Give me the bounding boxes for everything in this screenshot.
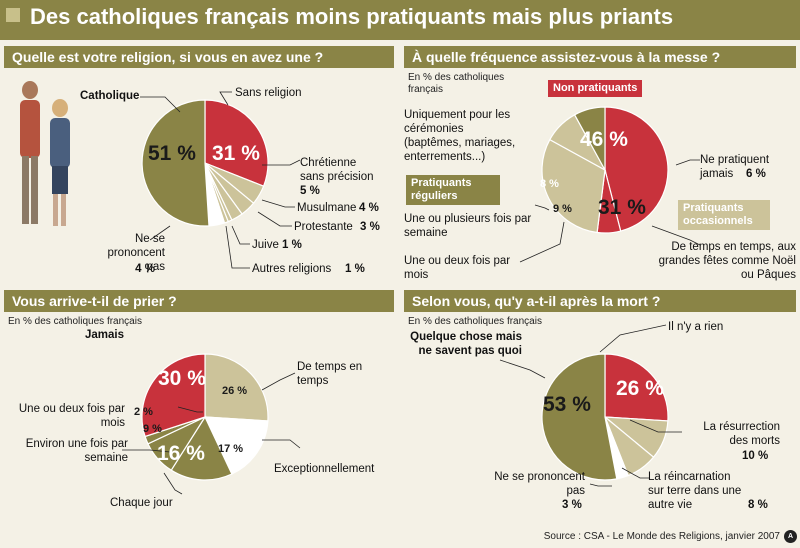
label-de-temps: De temps en temps: [297, 361, 363, 387]
label-chaque-jour: Chaque jour: [110, 497, 173, 509]
label-quelque-chose: Quelque chose mais ne savent pas quoi: [410, 331, 522, 357]
source-note: Source : CSA - Le Monde des Religions, j…: [543, 531, 780, 542]
pct-juive: 1 %: [282, 239, 302, 251]
label-catholique: Catholique: [80, 90, 140, 102]
label-jamais-messe: Ne pratiquent jamais: [700, 154, 770, 180]
pct-jamais-messe: 6 %: [746, 168, 766, 180]
label-autres: Autres religions: [252, 263, 332, 275]
label-chretienne: Chrétienne sans précision: [300, 157, 374, 183]
pct-musulmane: 4 %: [359, 202, 379, 214]
title-bar: Des catholiques français moins pratiquan…: [0, 0, 800, 40]
pie-slice-mort-0: [604, 353, 669, 422]
group-non-pratiquants: Non pratiquants: [548, 80, 643, 97]
pct-semaine-prier: 9 %: [143, 423, 162, 435]
pie-slice-messe-2: [541, 138, 606, 234]
pie-chart-messe: [541, 106, 669, 234]
pct-mois-prier: 2 %: [134, 406, 153, 418]
pct-resurrection: 10 %: [742, 450, 769, 462]
group-pratiquants-reguliers: Pratiquants réguliers: [406, 175, 500, 205]
panel-head-messe: À quelle fréquence assistez-vous à la me…: [404, 46, 796, 68]
label-juive: Juive: [252, 239, 279, 251]
pct-mois-messe: 9 %: [553, 203, 572, 215]
pct-reincarnation: 8 %: [748, 499, 768, 511]
label-temps-en-temps-messe: De temps en temps, aux grandes fêtes com…: [658, 241, 796, 281]
messe-subtitle: En % des catholiques français: [408, 72, 505, 95]
label-musulmane: Musulmane: [297, 202, 357, 214]
pie-chart-prier: [141, 353, 269, 481]
pie-slice-prier-2: [170, 415, 233, 481]
pie-slice-religion-0: [204, 99, 269, 187]
page-title: Des catholiques français moins pratiquan…: [30, 4, 674, 29]
label-semaine-messe: Une ou plusieurs fois par semaine: [404, 213, 532, 239]
pct-exceptionnellement: 17 %: [218, 443, 244, 455]
panel-head-mort: Selon vous, qu'y a-t-il après la mort ?: [404, 290, 796, 312]
publisher-logo: A: [784, 530, 797, 543]
label-exceptionnellement: Exceptionnellement: [274, 463, 375, 475]
couple-illustration: [20, 81, 70, 226]
label-ne-se-prononcent-mort: Ne se prononcent pas: [494, 471, 585, 497]
pct-protestante: 3 %: [360, 221, 380, 233]
pct-jamais: 30 %: [158, 367, 206, 390]
label-rien: Il n'y a rien: [668, 321, 724, 333]
label-reincarnation: La réincarnation sur terre dans une autr…: [648, 471, 742, 511]
pie-slice-prier-5: [141, 353, 206, 438]
panel-head-prier: Vous arrive-t-il de prier ?: [4, 290, 394, 312]
pct-catholique: 51 %: [148, 142, 196, 165]
pct-autres: 1 %: [345, 263, 365, 275]
label-ne-se-prononcent: Ne se prononcent pas: [107, 233, 165, 273]
label-protestante: Protestante: [294, 221, 353, 233]
mort-subtitle: En % des catholiques français: [408, 316, 542, 327]
label-mois-messe: Une ou deux fois par mois: [404, 255, 511, 281]
label-mois-prier: Une ou deux fois par mois: [18, 403, 125, 429]
pie-slice-messe-4: [573, 106, 606, 171]
pie-slice-messe-0: [604, 106, 669, 232]
pct-ne-se-prononcent-mort: 3 %: [562, 499, 582, 511]
panel-head-religion: Quelle est votre religion, si vous en av…: [4, 46, 394, 68]
label-semaine-prier: Environ une fois par semaine: [25, 438, 128, 464]
pct-chaque-jour: 16 %: [157, 442, 205, 465]
group-pratiquants-occasionnels: Pratiquants occasionnels: [678, 200, 770, 230]
pct-de-temps: 26 %: [222, 385, 248, 397]
label-resurrection: La résurrection des morts: [703, 421, 780, 447]
pct-temps-en-temps-messe: 31 %: [598, 196, 646, 219]
title-square-icon: [6, 8, 20, 22]
pie-slice-prier-0: [204, 353, 269, 422]
pct-semaine-messe: 8 %: [540, 178, 559, 190]
pct-ne-se-prononcent: 4 %: [135, 263, 155, 275]
leader-lines: [122, 91, 701, 495]
pie-chart-mort: [541, 353, 669, 481]
label-jamais: Jamais: [85, 329, 125, 341]
pct-ceremonies: 46 %: [580, 128, 628, 151]
pct-chretienne: 5 %: [300, 185, 320, 197]
pie-slice-religion-7: [141, 99, 210, 227]
pct-rien: 26 %: [616, 377, 664, 400]
pie-chart-religion: [141, 99, 269, 227]
prier-subtitle: En % des catholiques français: [8, 316, 142, 327]
pie-slice-mort-4: [541, 353, 618, 481]
pct-quelque-chose: 53 %: [543, 393, 591, 416]
label-sans-religion: Sans religion: [235, 87, 302, 99]
pie-slice-prier-1: [204, 416, 269, 475]
pct-sans-religion: 31 %: [212, 142, 260, 165]
label-ceremonies: Uniquement pour les cérémonies (baptêmes…: [404, 109, 516, 163]
